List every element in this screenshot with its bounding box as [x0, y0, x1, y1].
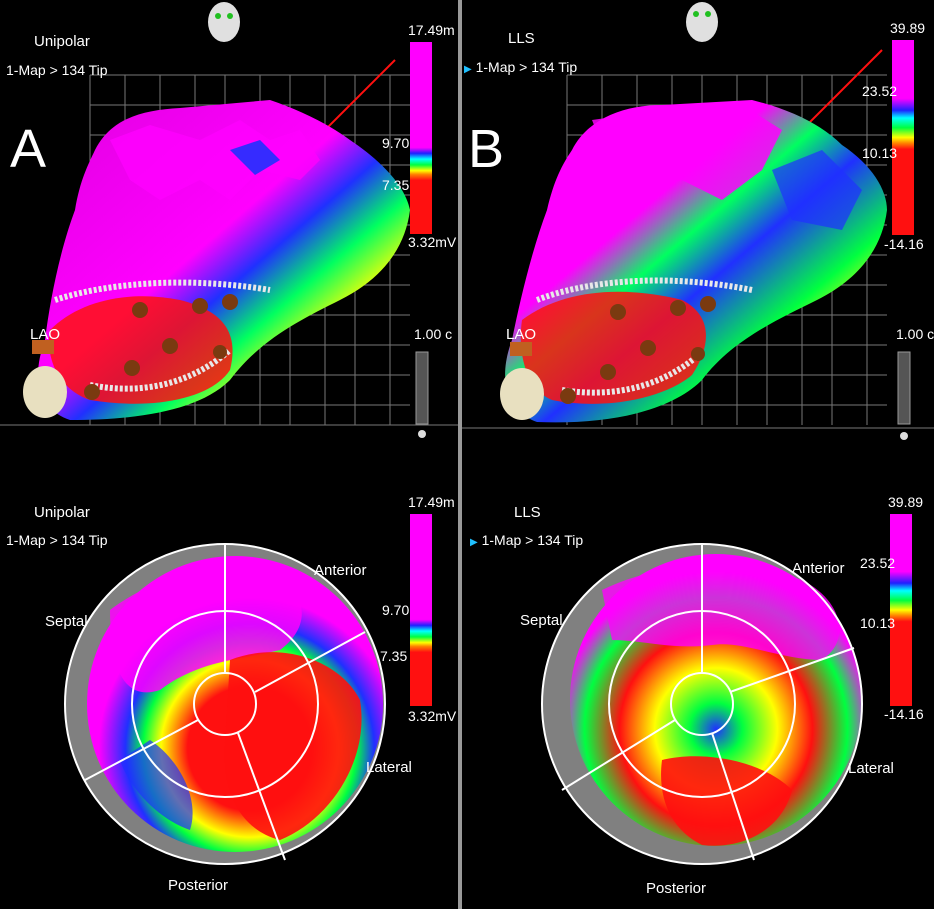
posterior-label: Posterior — [646, 880, 707, 897]
map-name-label[interactable]: 1-Map > 134 Tip — [6, 62, 108, 78]
bullseye-scale-lower[interactable]: 10.13 — [860, 615, 896, 631]
distance-slider[interactable] — [897, 351, 911, 425]
bullseye-scale-min: 3.32mV — [408, 708, 457, 724]
bullseye-scale-lower[interactable]: 7.35 — [380, 648, 408, 664]
color-scale-bar[interactable] — [410, 42, 432, 234]
septal-label: Septal — [45, 613, 88, 630]
bullseye-map-type-label: Unipolar — [34, 504, 90, 521]
scale-lower[interactable]: 7.35 — [382, 177, 410, 193]
scale-max: 39.89 — [890, 20, 926, 36]
distance-slider[interactable] — [415, 351, 429, 425]
posterior-label: Posterior — [168, 877, 229, 894]
orientation-face-icon — [686, 2, 718, 42]
anterior-label: Anterior — [314, 562, 367, 579]
catheter-line — [801, 49, 883, 131]
scale-min: 3.32mV — [408, 234, 457, 250]
orientation-heart-icon — [23, 340, 67, 418]
bullseye-scale-upper[interactable]: 23.52 — [860, 555, 896, 571]
scale-lower[interactable]: 10.13 — [862, 145, 898, 161]
map-name-label[interactable]: ▶ 1-Map > 134 Tip — [464, 59, 577, 75]
bullseye-map[interactable] — [541, 543, 863, 865]
bullseye-map-type-label: LLS — [514, 504, 541, 521]
ablation-points — [560, 296, 716, 404]
panel-letter: B — [468, 119, 505, 179]
bullseye-map-name-text: 1-Map > 134 Tip — [481, 532, 584, 548]
orientation-heart-icon — [500, 342, 544, 420]
anterior-label: Anterior — [792, 560, 845, 577]
scale-min: -14.16 — [884, 236, 924, 252]
scale-max: 17.49m — [408, 22, 455, 38]
catheter-line — [324, 59, 396, 131]
panel-letter: A — [10, 119, 47, 179]
view-label: LAO — [506, 326, 537, 343]
panel-b-graphics — [462, 2, 934, 865]
ablation-points — [84, 294, 238, 400]
panel-a: A Unipolar 1-Map > 134 Tip LAO 1.00 c 17… — [0, 0, 458, 909]
bullseye-color-scale-bar[interactable] — [410, 514, 432, 706]
bullseye-color-scale-bar[interactable] — [890, 514, 912, 706]
panel-a-graphics — [0, 2, 458, 865]
map-name-text: 1-Map > 134 Tip — [475, 59, 578, 75]
bullseye-map-name-label[interactable]: ▶ 1-Map > 134 Tip — [470, 532, 583, 548]
selected-arrow-icon: ▶ — [470, 537, 478, 548]
selected-arrow-icon: ▶ — [464, 64, 472, 75]
septal-label: Septal — [520, 612, 563, 629]
distance-label: 1.00 c — [414, 326, 453, 342]
scale-upper[interactable]: 9.70 — [382, 135, 410, 151]
map-type-label: LLS — [508, 30, 535, 47]
bullseye-map[interactable] — [64, 543, 386, 865]
lateral-label: Lateral — [848, 760, 894, 777]
color-scale-bar[interactable] — [892, 40, 914, 235]
bullseye-scale-max: 39.89 — [888, 494, 924, 510]
view-label: LAO — [30, 326, 61, 343]
bullseye-scale-upper[interactable]: 9.70 — [382, 602, 410, 618]
orientation-face-icon — [208, 2, 240, 42]
scale-upper[interactable]: 23.52 — [862, 83, 898, 99]
bullseye-scale-min: -14.16 — [884, 706, 924, 722]
distance-label: 1.00 c — [896, 326, 934, 342]
map-type-label: Unipolar — [34, 33, 90, 50]
lateral-label: Lateral — [366, 759, 412, 776]
bullseye-map-name-label[interactable]: 1-Map > 134 Tip — [6, 532, 108, 548]
panel-divider — [458, 0, 462, 909]
bullseye-scale-max: 17.49m — [408, 494, 455, 510]
panel-b: B LLS ▶ 1-Map > 134 Tip LAO 1.00 c 39.89… — [462, 0, 934, 909]
